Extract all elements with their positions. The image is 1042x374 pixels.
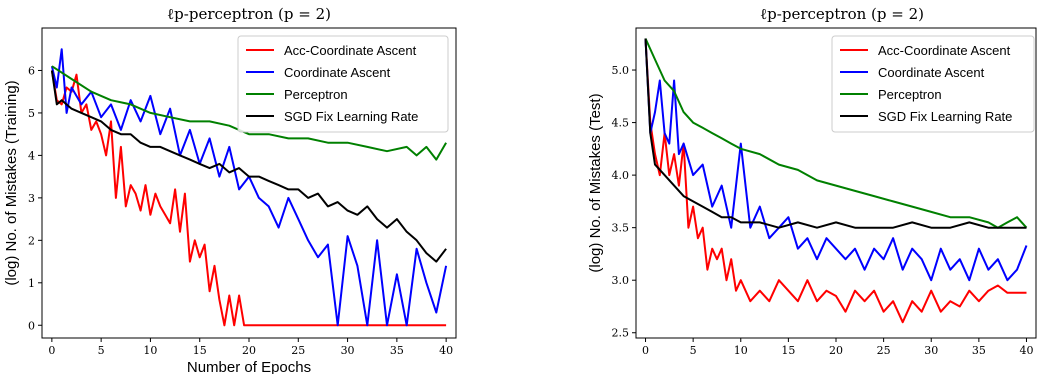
y-tick-label: 0 (28, 319, 35, 332)
y-tick-label: 4.5 (612, 117, 630, 130)
legend-box (831, 35, 1035, 133)
x-tick-label: 15 (193, 344, 207, 357)
x-tick-label: 25 (291, 344, 305, 357)
y-ticks: 2.5 3.0 3.5 4.0 4.5 5.0 (612, 64, 636, 340)
y-tick-label: 3 (28, 192, 35, 205)
x-tick-label: 0 (48, 344, 55, 357)
series-line (644, 38, 1027, 324)
y-tick-label: 3.0 (612, 274, 630, 287)
legend: Acc-Coordinate Ascent Coordinate Ascent Pe… (831, 35, 1035, 133)
series-line (644, 38, 1028, 229)
chart-title: ℓp-perceptron (p = 2) (760, 5, 924, 23)
legend-box (237, 35, 449, 133)
x-tick-label: 40 (1019, 344, 1033, 357)
x-tick-label: 5 (98, 344, 105, 357)
x-tick-label: 15 (781, 344, 795, 357)
series-line (51, 65, 447, 161)
legend-label: Perceptron (878, 87, 942, 102)
y-tick-label: 2.5 (612, 327, 630, 340)
x-tick-label: 10 (143, 344, 157, 357)
x-tick-label: 0 (642, 344, 649, 357)
y-tick-label: 3.5 (612, 222, 630, 235)
x-axis-label: Number of Epochs (187, 359, 311, 374)
series-lines (644, 38, 1028, 324)
chart-test: ℓp-perceptron (p = 2) 0 5 10 15 20 25 30 35 40 2… (587, 5, 1037, 357)
x-tick-label: 25 (877, 344, 891, 357)
y-tick-label: 5.0 (612, 64, 630, 77)
y-tick-label: 1 (28, 277, 35, 290)
y-tick-label: 6 (28, 64, 35, 77)
x-ticks: 0 5 10 15 20 25 30 35 40 (642, 338, 1033, 357)
x-tick-label: 30 (924, 344, 938, 357)
y-tick-label: 2 (28, 234, 35, 247)
y-axis-label: (log) No. of Mistakes (Test) (587, 93, 604, 272)
legend-label: Coordinate Ascent (878, 65, 985, 80)
series-line (644, 38, 1028, 282)
x-ticks: 0 5 10 15 20 25 30 35 40 (48, 338, 453, 357)
y-tick-label: 4.0 (612, 169, 630, 182)
chart-title: ℓp-perceptron (p = 2) (167, 5, 331, 23)
x-tick-label: 35 (390, 344, 404, 357)
chart-training: ℓp-perceptron (p = 2) 0 5 10 15 20 25 30 35 40 0… (3, 5, 457, 374)
y-tick-label: 5 (28, 107, 35, 120)
series-line (50, 48, 448, 327)
x-tick-label: 40 (439, 344, 453, 357)
x-tick-label: 30 (341, 344, 355, 357)
x-tick-label: 10 (734, 344, 748, 357)
legend-label: Perceptron (284, 87, 348, 102)
x-tick-label: 20 (829, 344, 843, 357)
legend-label: SGD Fix Learning Rate (284, 109, 418, 124)
y-ticks: 0 1 2 3 4 5 6 (28, 64, 42, 332)
x-tick-label: 5 (690, 344, 697, 357)
legend: Acc-Coordinate Ascent Coordinate Ascent Pe… (237, 35, 449, 133)
legend-label: Acc-Coordinate Ascent (878, 43, 1011, 58)
legend-label: Coordinate Ascent (284, 65, 391, 80)
legend-label: Acc-Coordinate Ascent (284, 43, 417, 58)
y-tick-label: 4 (28, 149, 35, 162)
legend-label: SGD Fix Learning Rate (878, 109, 1012, 124)
x-tick-label: 35 (972, 344, 986, 357)
y-axis-label: (log) No. of Mistakes (Training) (3, 80, 20, 285)
series-line (644, 38, 1027, 229)
series-line (50, 70, 447, 327)
series-line (50, 70, 447, 263)
series-lines (50, 48, 448, 327)
x-tick-label: 20 (242, 344, 256, 357)
